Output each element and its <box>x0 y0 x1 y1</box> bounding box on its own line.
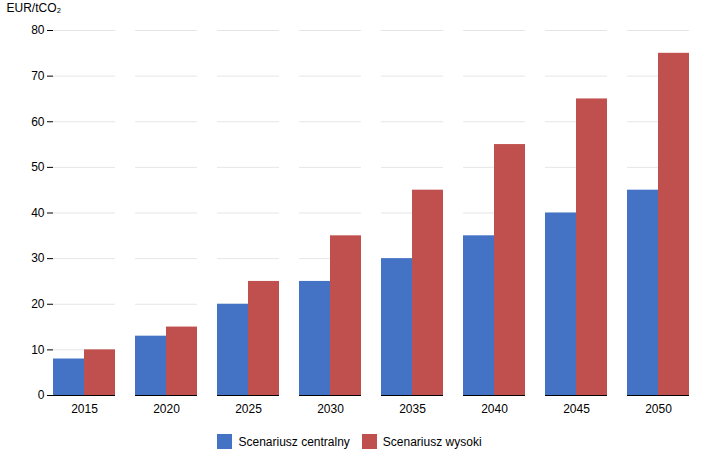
svg-text:70: 70 <box>31 69 45 83</box>
svg-text:10: 10 <box>31 343 45 357</box>
svg-text:0: 0 <box>38 388 45 402</box>
svg-text:40: 40 <box>31 206 45 220</box>
svg-text:60: 60 <box>31 115 45 129</box>
svg-text:20: 20 <box>31 297 45 311</box>
svg-text:EUR/tCO₂: EUR/tCO₂ <box>7 1 62 15</box>
svg-text:2030: 2030 <box>317 402 344 416</box>
svg-text:2045: 2045 <box>563 402 590 416</box>
svg-text:50: 50 <box>31 160 45 174</box>
html-text:Scenariusz wysoki: Scenariusz wysoki <box>382 434 482 449</box>
svg-text:2040: 2040 <box>481 402 508 416</box>
html-text:Scenariusz centralny: Scenariusz centralny <box>238 434 350 449</box>
svg-text:2020: 2020 <box>153 402 180 416</box>
svg-text:80: 80 <box>31 23 45 37</box>
svg-text:2015: 2015 <box>71 402 98 416</box>
svg-text:2050: 2050 <box>645 402 672 416</box>
svg-text:30: 30 <box>31 251 45 265</box>
svg-text:2025: 2025 <box>235 402 262 416</box>
svg-text:2035: 2035 <box>399 402 426 416</box>
